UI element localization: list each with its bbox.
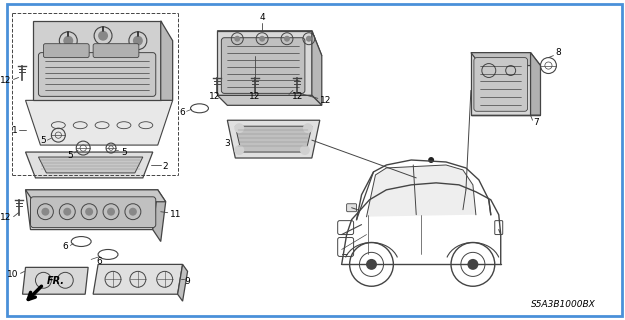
Polygon shape bbox=[366, 165, 476, 217]
Polygon shape bbox=[26, 190, 158, 229]
Circle shape bbox=[300, 145, 310, 155]
Polygon shape bbox=[471, 52, 531, 115]
Circle shape bbox=[468, 259, 478, 270]
Text: 5: 5 bbox=[68, 150, 73, 160]
Circle shape bbox=[234, 36, 240, 42]
Circle shape bbox=[129, 208, 137, 216]
Circle shape bbox=[428, 157, 434, 163]
Text: 6: 6 bbox=[62, 242, 68, 251]
Polygon shape bbox=[39, 157, 143, 173]
Circle shape bbox=[85, 208, 93, 216]
Circle shape bbox=[63, 208, 71, 216]
Text: 8: 8 bbox=[556, 48, 561, 57]
Polygon shape bbox=[26, 100, 172, 145]
Polygon shape bbox=[228, 120, 320, 158]
Text: 12: 12 bbox=[209, 92, 221, 101]
Circle shape bbox=[107, 208, 115, 216]
Text: 11: 11 bbox=[169, 210, 181, 219]
Circle shape bbox=[284, 36, 290, 42]
Polygon shape bbox=[471, 52, 541, 66]
Circle shape bbox=[234, 145, 244, 155]
FancyBboxPatch shape bbox=[43, 44, 89, 58]
FancyBboxPatch shape bbox=[474, 58, 528, 111]
Polygon shape bbox=[22, 268, 88, 294]
Polygon shape bbox=[217, 31, 322, 56]
Text: 5: 5 bbox=[41, 136, 46, 145]
FancyBboxPatch shape bbox=[93, 44, 139, 58]
Text: 10: 10 bbox=[7, 270, 19, 279]
FancyBboxPatch shape bbox=[221, 38, 305, 93]
Circle shape bbox=[63, 36, 73, 46]
Text: S5A3B1000BX: S5A3B1000BX bbox=[531, 300, 595, 309]
Text: 3: 3 bbox=[224, 139, 230, 148]
Polygon shape bbox=[34, 21, 161, 100]
Polygon shape bbox=[26, 190, 166, 202]
Polygon shape bbox=[152, 190, 166, 242]
Text: 4: 4 bbox=[259, 13, 265, 22]
Circle shape bbox=[306, 36, 312, 42]
FancyBboxPatch shape bbox=[39, 52, 156, 96]
Polygon shape bbox=[531, 52, 541, 115]
Polygon shape bbox=[93, 264, 182, 294]
Text: 12: 12 bbox=[292, 92, 303, 101]
Polygon shape bbox=[26, 152, 152, 178]
Polygon shape bbox=[312, 31, 322, 105]
FancyBboxPatch shape bbox=[347, 204, 357, 212]
Circle shape bbox=[259, 36, 265, 42]
Circle shape bbox=[133, 36, 143, 46]
Polygon shape bbox=[217, 31, 312, 95]
Text: 7: 7 bbox=[534, 118, 539, 127]
FancyBboxPatch shape bbox=[31, 197, 156, 228]
Polygon shape bbox=[235, 126, 312, 152]
Text: 5: 5 bbox=[121, 148, 127, 156]
Text: 6: 6 bbox=[180, 108, 186, 117]
Polygon shape bbox=[217, 95, 322, 105]
Text: 9: 9 bbox=[184, 277, 191, 286]
Circle shape bbox=[366, 259, 377, 270]
Text: 6: 6 bbox=[96, 257, 102, 266]
Text: 12: 12 bbox=[0, 76, 12, 85]
Polygon shape bbox=[161, 21, 172, 100]
Circle shape bbox=[41, 208, 49, 216]
Text: 1: 1 bbox=[12, 126, 18, 135]
Polygon shape bbox=[177, 264, 187, 301]
Text: 2: 2 bbox=[162, 163, 168, 172]
Circle shape bbox=[234, 123, 244, 133]
Circle shape bbox=[98, 31, 108, 41]
Text: FR.: FR. bbox=[46, 276, 64, 286]
Text: 12: 12 bbox=[320, 96, 331, 105]
Text: 12: 12 bbox=[0, 213, 12, 222]
Circle shape bbox=[303, 123, 313, 133]
Text: 12: 12 bbox=[249, 92, 261, 101]
